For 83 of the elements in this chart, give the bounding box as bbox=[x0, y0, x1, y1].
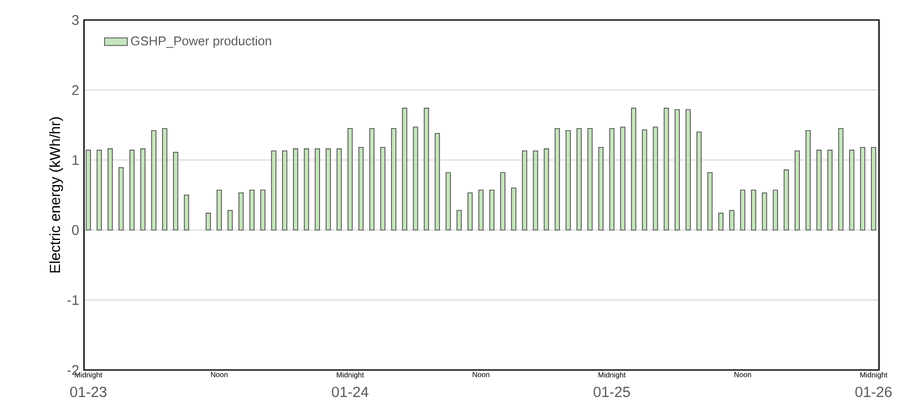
bar bbox=[238, 192, 244, 230]
bar bbox=[609, 128, 614, 230]
bar bbox=[598, 147, 604, 230]
bar bbox=[173, 152, 178, 230]
bar bbox=[412, 126, 418, 230]
bar bbox=[554, 128, 560, 230]
bar bbox=[304, 148, 310, 230]
bar bbox=[271, 150, 276, 230]
bar bbox=[292, 148, 298, 230]
y-tick-label: 1 bbox=[72, 155, 79, 165]
bar bbox=[729, 210, 734, 230]
bar bbox=[576, 128, 582, 230]
bar bbox=[260, 190, 266, 230]
bar bbox=[424, 108, 430, 230]
bar bbox=[532, 150, 538, 230]
bar bbox=[206, 212, 211, 230]
bar bbox=[358, 147, 364, 230]
y-tick-label: 0 bbox=[72, 225, 79, 235]
bar bbox=[587, 128, 593, 230]
bar bbox=[118, 167, 124, 230]
bar bbox=[348, 128, 353, 230]
bar bbox=[249, 190, 255, 230]
bar bbox=[96, 150, 102, 230]
bar bbox=[718, 212, 724, 230]
y-tick-label: -1 bbox=[67, 295, 79, 305]
bar bbox=[566, 130, 571, 230]
bar bbox=[434, 133, 440, 230]
bar bbox=[140, 148, 146, 230]
text: 01-26 bbox=[855, 386, 892, 398]
bar bbox=[184, 194, 190, 230]
text: 01-25 bbox=[594, 386, 630, 398]
bar bbox=[467, 192, 473, 230]
bar bbox=[772, 190, 778, 230]
legend-label: GSHP_Power production bbox=[131, 36, 272, 48]
y-tick-label: 3 bbox=[72, 15, 79, 25]
bar bbox=[326, 148, 331, 230]
bar bbox=[216, 190, 222, 230]
bar bbox=[129, 150, 135, 230]
bar bbox=[336, 148, 342, 230]
bar bbox=[228, 210, 233, 230]
bar bbox=[827, 150, 833, 230]
bar bbox=[456, 210, 462, 230]
bar bbox=[446, 172, 451, 230]
bar bbox=[642, 130, 648, 230]
bar bbox=[707, 172, 713, 230]
bar bbox=[686, 109, 691, 230]
bar bbox=[489, 190, 494, 230]
bar bbox=[620, 126, 626, 230]
bar bbox=[151, 130, 156, 230]
bar bbox=[511, 188, 516, 230]
bar bbox=[751, 190, 756, 230]
bar bbox=[631, 108, 636, 230]
bar bbox=[849, 150, 854, 230]
y-tick-label: 2 bbox=[72, 85, 79, 95]
text: 01-24 bbox=[332, 386, 368, 398]
bar bbox=[740, 190, 746, 230]
bar bbox=[314, 148, 320, 230]
bar bbox=[794, 150, 800, 230]
text: 01-23 bbox=[70, 386, 106, 398]
bar bbox=[664, 108, 669, 230]
bar bbox=[500, 172, 506, 230]
bar bbox=[369, 128, 374, 230]
bar bbox=[380, 147, 386, 230]
bar bbox=[522, 150, 528, 230]
bar bbox=[674, 109, 680, 230]
bar bbox=[86, 150, 91, 230]
bar bbox=[816, 150, 822, 230]
y-axis-title: Electric energy (kWh/hr) bbox=[49, 117, 64, 272]
bar bbox=[478, 190, 484, 230]
bar bbox=[402, 108, 408, 230]
bar bbox=[162, 128, 168, 230]
bar bbox=[544, 148, 549, 230]
bar bbox=[806, 130, 811, 230]
bar bbox=[870, 147, 876, 230]
bar bbox=[696, 132, 702, 230]
bar bbox=[860, 147, 866, 230]
bar bbox=[762, 192, 768, 230]
bar bbox=[391, 128, 396, 230]
bar bbox=[282, 150, 288, 230]
bar bbox=[108, 148, 113, 230]
bar bbox=[784, 169, 789, 230]
bar bbox=[838, 128, 844, 230]
bar bbox=[652, 126, 658, 230]
